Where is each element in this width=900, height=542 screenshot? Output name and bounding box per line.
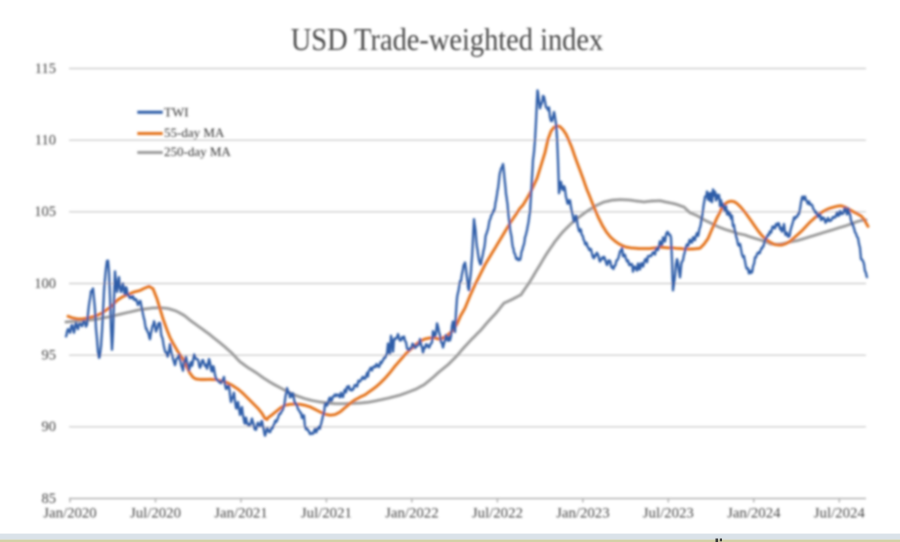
svg-text:Jul/2022: Jul/2022 — [472, 506, 523, 522]
svg-text:Jan/2023: Jan/2023 — [556, 506, 609, 522]
svg-text:Jul/2020: Jul/2020 — [130, 506, 181, 522]
svg-text:Jan/2020: Jan/2020 — [43, 506, 96, 522]
svg-text:TWI: TWI — [164, 105, 189, 120]
svg-text:Jul/2023: Jul/2023 — [643, 506, 694, 522]
svg-text:85: 85 — [42, 491, 57, 507]
svg-text:110: 110 — [35, 133, 56, 149]
svg-text:250-day MA: 250-day MA — [164, 144, 231, 159]
svg-text:Jul/2021: Jul/2021 — [301, 506, 352, 522]
svg-text:Jul/2024: Jul/2024 — [814, 506, 866, 522]
svg-text:Jan/2021: Jan/2021 — [214, 506, 267, 522]
svg-text:105: 105 — [34, 204, 56, 220]
svg-text:115: 115 — [35, 61, 56, 77]
svg-text:55-day MA: 55-day MA — [164, 125, 225, 140]
svg-text:Jan/2022: Jan/2022 — [385, 506, 438, 522]
svg-text:USD Trade-weighted index: USD Trade-weighted index — [291, 21, 603, 57]
svg-text:Jan/2024: Jan/2024 — [727, 506, 781, 522]
svg-text:90: 90 — [42, 419, 57, 435]
svg-text:100: 100 — [34, 276, 56, 292]
svg-text:95: 95 — [42, 348, 57, 364]
